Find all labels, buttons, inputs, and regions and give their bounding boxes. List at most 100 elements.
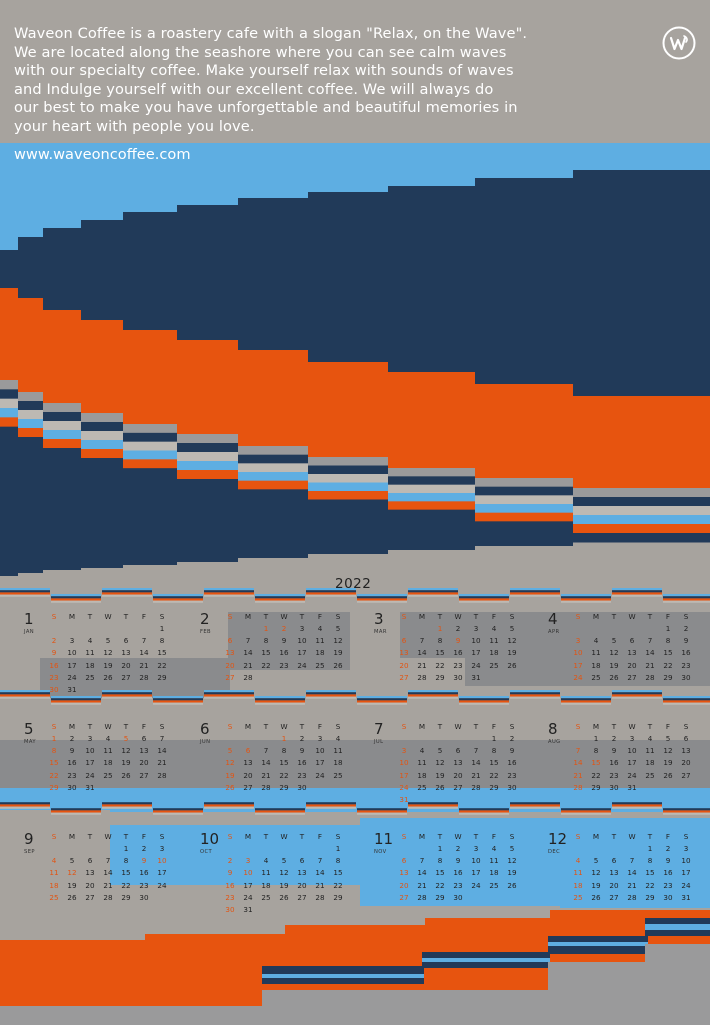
calendar-day: 28	[139, 672, 149, 682]
calendar-day: 31	[471, 672, 481, 682]
navy-lower-step	[43, 457, 81, 570]
month-stripe-mark	[51, 808, 101, 811]
month-stripe-mark	[0, 806, 50, 809]
calendar-day: 7	[647, 636, 653, 646]
calendar-day: 7	[629, 856, 635, 866]
weekday-header: S	[509, 832, 515, 841]
calendar-day: 2	[281, 624, 287, 633]
month-stripe-mark	[51, 596, 101, 599]
calendar-day: 13	[453, 758, 463, 768]
calendar-day: 10	[315, 746, 325, 756]
calendar-day: 27	[453, 782, 463, 792]
calendar-day: 11	[591, 648, 601, 658]
month-stripe-mark	[357, 812, 407, 815]
month-abbr: AUG	[548, 739, 561, 745]
month-stripe-mark	[153, 812, 203, 815]
month-stripe-mark	[204, 800, 254, 803]
weekday-header: F	[491, 612, 497, 621]
month-stripe-mark	[459, 806, 509, 809]
stripe-step	[18, 410, 43, 420]
stripe-step	[308, 499, 388, 509]
month-stripe-mark	[510, 588, 560, 591]
calendar-day: 7	[141, 636, 147, 646]
month-stripe-mark	[102, 590, 152, 593]
weekday-header: W	[280, 722, 288, 731]
calendar-day: 15	[663, 648, 673, 658]
bottom-stripe	[262, 978, 424, 984]
calendar-day: 15	[333, 868, 343, 878]
month-stripe-mark	[408, 590, 458, 593]
calendar-day: 21	[243, 660, 253, 670]
calendar-day: 27	[627, 672, 637, 682]
calendar-day: 20	[121, 660, 131, 670]
month-stripe-mark	[306, 800, 356, 803]
stripe-step	[43, 439, 81, 449]
calendar-day: 26	[591, 892, 601, 902]
month-stripe-mark	[612, 690, 662, 693]
calendar-day: 15	[157, 648, 167, 658]
calendar-day: 13	[627, 648, 637, 658]
month-stripe-mark	[153, 696, 203, 699]
calendar-day: 17	[627, 758, 637, 768]
calendar-day: 25	[573, 892, 583, 902]
calendar-day: 24	[85, 770, 95, 780]
month-stripe-mark	[51, 812, 101, 815]
calendar-day: 30	[453, 892, 463, 902]
calendar-day: 8	[263, 636, 269, 646]
calendar-day: 30	[67, 782, 77, 792]
month-stripe-mark	[102, 694, 152, 697]
month-stripe-mark	[510, 694, 560, 697]
stripe-step	[123, 459, 177, 469]
calendar-day: 9	[141, 856, 147, 866]
month-stripe-mark	[510, 696, 560, 699]
month-stripe-mark	[510, 594, 560, 597]
calendar-day: 14	[417, 648, 427, 658]
weekday-header: F	[317, 722, 323, 731]
website-link[interactable]: www.waveoncoffee.com	[14, 146, 191, 163]
stripe-step	[81, 413, 123, 423]
calendar-day: 1	[263, 624, 269, 633]
calendar-day: 24	[157, 880, 167, 890]
navy-lower-step	[81, 467, 123, 568]
calendar-day: 5	[437, 746, 443, 756]
weekday-header: T	[87, 722, 93, 731]
calendar-day: 18	[591, 660, 601, 670]
weekday-header: M	[244, 612, 252, 621]
calendar-day: 28	[417, 672, 427, 682]
calendar-day: 13	[139, 746, 149, 756]
month-number: 10	[200, 830, 220, 848]
month-stripe-mark	[51, 810, 101, 813]
calendar-day: 1	[437, 624, 443, 633]
month-abbr: APR	[548, 629, 560, 635]
calendar-day: 2	[141, 844, 147, 853]
month-stripe-mark	[102, 592, 152, 595]
calendar-day: 30	[297, 782, 307, 792]
calendar-day: 25	[103, 770, 113, 780]
calendar-day: 15	[435, 648, 445, 658]
calendar-day: 20	[139, 758, 149, 768]
stripe-step	[18, 401, 43, 411]
month-stripe-mark	[663, 598, 710, 601]
calendar-day: 19	[103, 660, 113, 670]
month-number: 4	[548, 610, 558, 628]
weekday-header: W	[280, 832, 288, 841]
month-stripe-mark	[255, 808, 305, 811]
stripe-step	[573, 533, 710, 543]
calendar-day: 21	[573, 770, 583, 780]
weekday-header: T	[647, 722, 653, 731]
calendar-day: 23	[663, 880, 673, 890]
calendar-day: 8	[159, 636, 165, 646]
calendar-day: 7	[245, 636, 251, 646]
calendar-day: 23	[139, 880, 149, 890]
bottom-stripe	[548, 946, 648, 954]
weekday-header: S	[575, 832, 581, 841]
calendar-day: 9	[281, 636, 287, 646]
weekday-header: T	[123, 722, 129, 731]
calendar-day: 9	[509, 746, 515, 756]
month-stripe-mark	[102, 806, 152, 809]
month-stripe-mark	[561, 696, 611, 699]
calendar-day: 19	[121, 758, 131, 768]
calendar-day: 22	[279, 770, 289, 780]
month-stripe-mark	[663, 810, 710, 813]
calendar-day: 22	[645, 880, 655, 890]
